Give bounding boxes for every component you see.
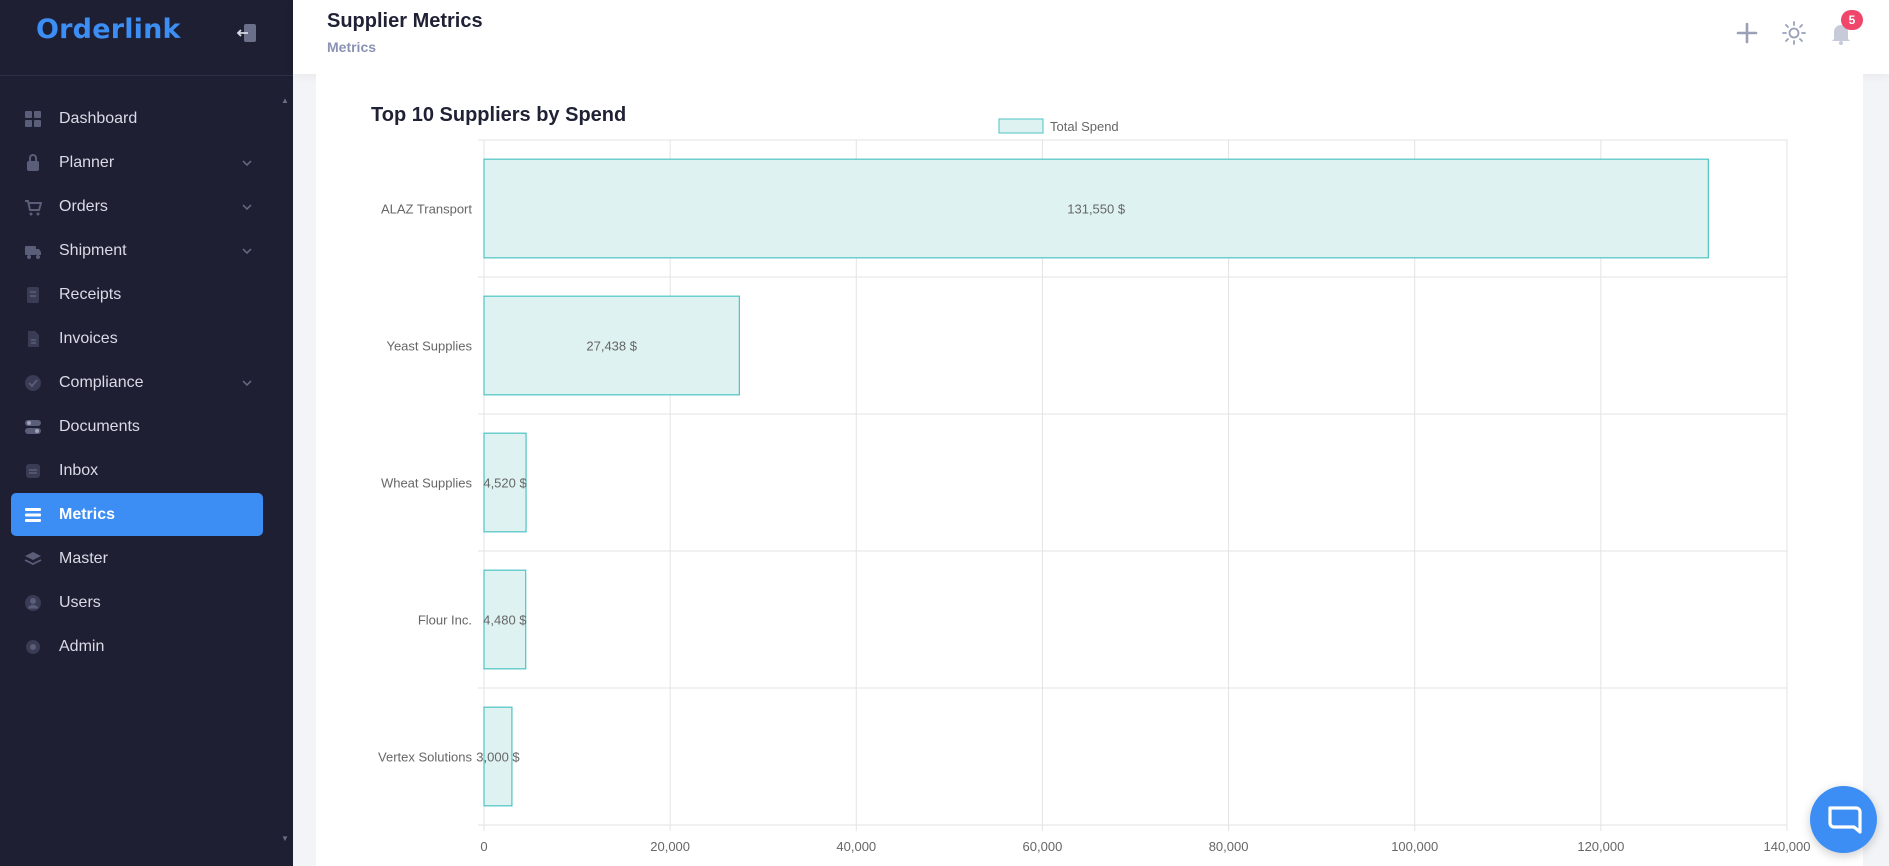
y-category-label: Yeast Supplies <box>386 339 472 354</box>
bar-data-label: 3,000 $ <box>476 750 520 765</box>
admin-icon <box>26 639 40 654</box>
sidebar-item-label: Invoices <box>59 329 118 347</box>
sidebar-scroll-up-icon[interactable]: ▲ <box>281 96 289 105</box>
sidebar-item-shipment[interactable]: Shipment <box>0 229 293 272</box>
bar-data-label: 27,438 $ <box>586 339 637 354</box>
x-tick-label: 120,000 <box>1577 839 1624 854</box>
sidebar: Orderlink ▲ Dashboard Planner Orders Shipme… <box>0 0 293 866</box>
sidebar-item-documents[interactable]: Documents <box>0 405 293 448</box>
sidebar-item-label: Documents <box>59 417 140 435</box>
planner-icon <box>27 153 39 171</box>
sidebar-item-label: Shipment <box>59 241 127 259</box>
receipts-icon <box>27 286 39 303</box>
users-icon <box>25 594 41 611</box>
collapse-sidebar-icon[interactable] <box>236 22 258 44</box>
bar <box>483 706 513 807</box>
dashboard-icon <box>25 110 41 127</box>
sidebar-item-label: Inbox <box>59 461 99 479</box>
sidebar-item-dashboard[interactable]: Dashboard <box>0 97 293 140</box>
metrics-icon <box>25 507 41 522</box>
chevron-down-icon <box>242 159 252 166</box>
page-title: Supplier Metrics <box>327 10 483 32</box>
bar-data-label: 4,480 $ <box>483 613 527 628</box>
chat-support-button[interactable] <box>1810 786 1877 853</box>
sidebar-item-label: Metrics <box>59 505 116 523</box>
top-header: Supplier Metrics Metrics 5 <box>293 0 1889 74</box>
sidebar-item-planner[interactable]: Planner <box>0 141 293 184</box>
x-tick-label: 0 <box>480 839 487 854</box>
invoices-icon <box>28 330 39 347</box>
documents-icon <box>25 419 41 434</box>
brand-row: Orderlink <box>0 0 293 76</box>
sidebar-item-label: Admin <box>59 637 105 655</box>
sidebar-item-admin[interactable]: Admin <box>0 625 293 668</box>
x-tick-label: 140,000 <box>1764 839 1811 854</box>
sidebar-scroll-down-icon[interactable]: ▼ <box>281 834 289 843</box>
sidebar-item-users[interactable]: Users <box>0 581 293 624</box>
compliance-icon <box>25 374 41 391</box>
app-logo: Orderlink <box>36 14 181 45</box>
master-icon <box>24 551 42 565</box>
sidebar-item-label: Dashboard <box>59 109 138 127</box>
x-tick-label: 20,000 <box>650 839 690 854</box>
bar-data-label: 131,550 $ <box>1067 202 1126 217</box>
theme-toggle-icon[interactable] <box>1781 20 1807 46</box>
y-category-label: Wheat Supplies <box>381 476 473 491</box>
x-tick-label: 100,000 <box>1391 839 1438 854</box>
bar <box>483 432 527 533</box>
sidebar-item-metrics[interactable]: Metrics <box>11 493 263 536</box>
chart-title: Top 10 Suppliers by Spend <box>371 104 627 126</box>
chat-bubble-icon <box>1828 806 1862 834</box>
sidebar-item-label: Compliance <box>59 373 144 391</box>
sidebar-item-invoices[interactable]: Invoices <box>0 317 293 360</box>
legend-label: Total Spend <box>1050 119 1119 134</box>
x-tick-label: 80,000 <box>1209 839 1249 854</box>
bar <box>483 158 1709 259</box>
sidebar-item-label: Orders <box>59 197 108 215</box>
inbox-icon <box>26 463 40 478</box>
sidebar-item-label: Master <box>59 549 108 567</box>
chevron-down-icon <box>242 247 252 254</box>
chevron-down-icon <box>242 379 252 386</box>
sidebar-item-compliance[interactable]: Compliance <box>0 361 293 404</box>
add-icon[interactable] <box>1734 20 1760 46</box>
chevron-down-icon <box>242 203 252 210</box>
sidebar-item-receipts[interactable]: Receipts <box>0 273 293 316</box>
y-category-label: Flour Inc. <box>418 613 472 628</box>
sidebar-item-master[interactable]: Master <box>0 537 293 580</box>
sidebar-item-orders[interactable]: Orders <box>0 185 293 228</box>
bar <box>483 295 740 396</box>
y-category-label: ALAZ Transport <box>381 202 472 217</box>
x-tick-label: 60,000 <box>1023 839 1063 854</box>
x-tick-label: 40,000 <box>836 839 876 854</box>
bar-data-label: 4,520 $ <box>483 476 527 491</box>
legend-swatch <box>998 118 1044 134</box>
sidebar-nav: Dashboard Planner Orders Shipment Receipts In… <box>0 97 293 669</box>
sidebar-item-label: Receipts <box>59 285 122 303</box>
y-category-label: Vertex Solutions <box>378 750 472 765</box>
notifications-bell-icon[interactable] <box>1828 20 1854 46</box>
breadcrumb[interactable]: Metrics <box>327 39 377 55</box>
bar <box>483 569 527 670</box>
shipment-icon <box>25 245 41 259</box>
bar-chart: 0 20,000 40,000 60,000 80,000 100,000 120,000 1… <box>378 118 1811 854</box>
notifications-count-badge: 5 <box>1841 10 1863 30</box>
sidebar-item-label: Planner <box>59 153 115 171</box>
sidebar-item-inbox[interactable]: Inbox <box>0 449 293 492</box>
chart-card: Top 10 Suppliers by Spend 0 20,000 40,000 6… <box>316 74 1863 866</box>
sidebar-item-label: Users <box>59 593 101 611</box>
orders-icon <box>25 199 42 215</box>
